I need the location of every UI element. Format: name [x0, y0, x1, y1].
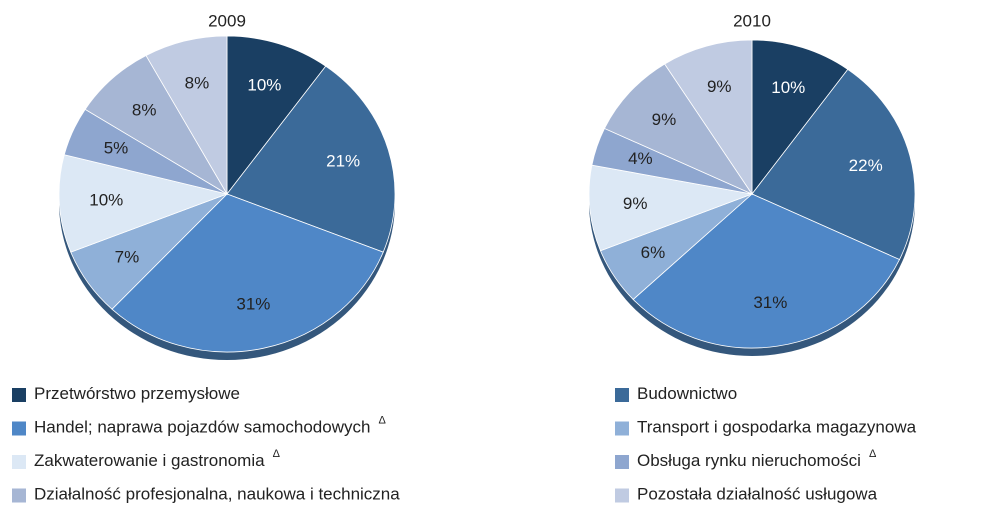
- legend-label: Handel; naprawa pojazdów samochodowych Δ: [34, 414, 386, 437]
- legend-text: Zakwaterowanie i gastronomia: [34, 451, 265, 470]
- legend-label: Przetwórstwo przemysłowe: [34, 384, 240, 403]
- slice-label: 31%: [236, 295, 270, 314]
- pie-slice: [664, 39, 753, 196]
- legend-text: Przetwórstwo przemysłowe: [34, 384, 240, 403]
- legend-swatch: [615, 488, 629, 503]
- slice-label: 6%: [641, 243, 666, 262]
- chart-title: 2010: [733, 11, 771, 30]
- legend-text: Obsługa rynku nieruchomości: [637, 451, 861, 470]
- slice-label: 9%: [623, 194, 648, 213]
- slice-label: 8%: [132, 101, 157, 120]
- legend-text: Budownictwo: [637, 384, 737, 403]
- slice-label: 10%: [771, 78, 805, 97]
- pie-slice: [145, 35, 228, 196]
- legend-swatch: [615, 455, 629, 469]
- pie-slice: [111, 193, 384, 353]
- legend-text: Działalność profesjonalna, naukowa i tec…: [34, 485, 400, 504]
- legend-label: Obsługa rynku nieruchomości Δ: [637, 448, 877, 471]
- legend-text: Transport i gospodarka magazynowa: [637, 418, 917, 437]
- slice-label: 9%: [652, 110, 677, 129]
- legend-text: Handel; naprawa pojazdów samochodowych: [34, 418, 370, 437]
- pie-slice: [603, 63, 754, 195]
- slice-label: 21%: [326, 152, 360, 171]
- pie-slice: [58, 154, 229, 253]
- pie-slice: [588, 164, 754, 252]
- legend-swatch: [615, 388, 629, 402]
- pie-slice: [226, 65, 396, 253]
- legend-swatch: [12, 388, 26, 402]
- legend-label: Budownictwo: [637, 384, 737, 403]
- legend-label: Działalność profesjonalna, naukowa i tec…: [34, 485, 400, 504]
- slice-label: 8%: [185, 73, 210, 92]
- slice-label: 10%: [89, 191, 123, 210]
- slice-label: 4%: [628, 149, 653, 168]
- slice-label: 31%: [753, 293, 787, 312]
- legend-swatch: [615, 421, 629, 436]
- legend-label: Zakwaterowanie i gastronomia Δ: [34, 448, 281, 471]
- legend-label: Transport i gospodarka magazynowa: [637, 418, 917, 437]
- legend-note: Δ: [869, 448, 877, 460]
- legend-note: Δ: [273, 448, 281, 460]
- legend-swatch: [12, 455, 26, 469]
- slice-label: 5%: [104, 138, 129, 157]
- legend-label: Pozostała działalność usługowa: [637, 485, 878, 504]
- slice-label: 10%: [247, 75, 281, 94]
- pie-slice: [632, 193, 901, 349]
- slice-label: 9%: [707, 77, 732, 96]
- legend-text: Pozostała działalność usługowa: [637, 485, 878, 504]
- slice-label: 22%: [849, 156, 883, 175]
- pie-slice: [226, 35, 327, 196]
- legend-note: Δ: [378, 414, 386, 426]
- slice-label: 7%: [115, 247, 140, 266]
- legend-swatch: [12, 421, 26, 436]
- chart-title: 2009: [208, 11, 246, 30]
- pie-slice: [751, 39, 849, 196]
- legend-swatch: [12, 488, 26, 503]
